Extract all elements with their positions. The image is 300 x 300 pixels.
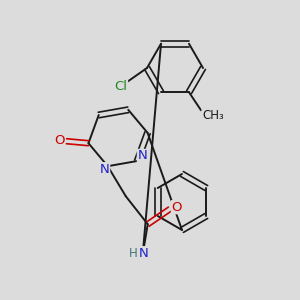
Text: H: H <box>129 247 138 260</box>
Text: CH₃: CH₃ <box>202 109 224 122</box>
Text: O: O <box>54 134 65 147</box>
Text: O: O <box>172 201 182 214</box>
Text: N: N <box>100 163 110 176</box>
Text: N: N <box>139 247 148 260</box>
Text: N: N <box>137 149 147 163</box>
Text: Cl: Cl <box>115 80 128 92</box>
